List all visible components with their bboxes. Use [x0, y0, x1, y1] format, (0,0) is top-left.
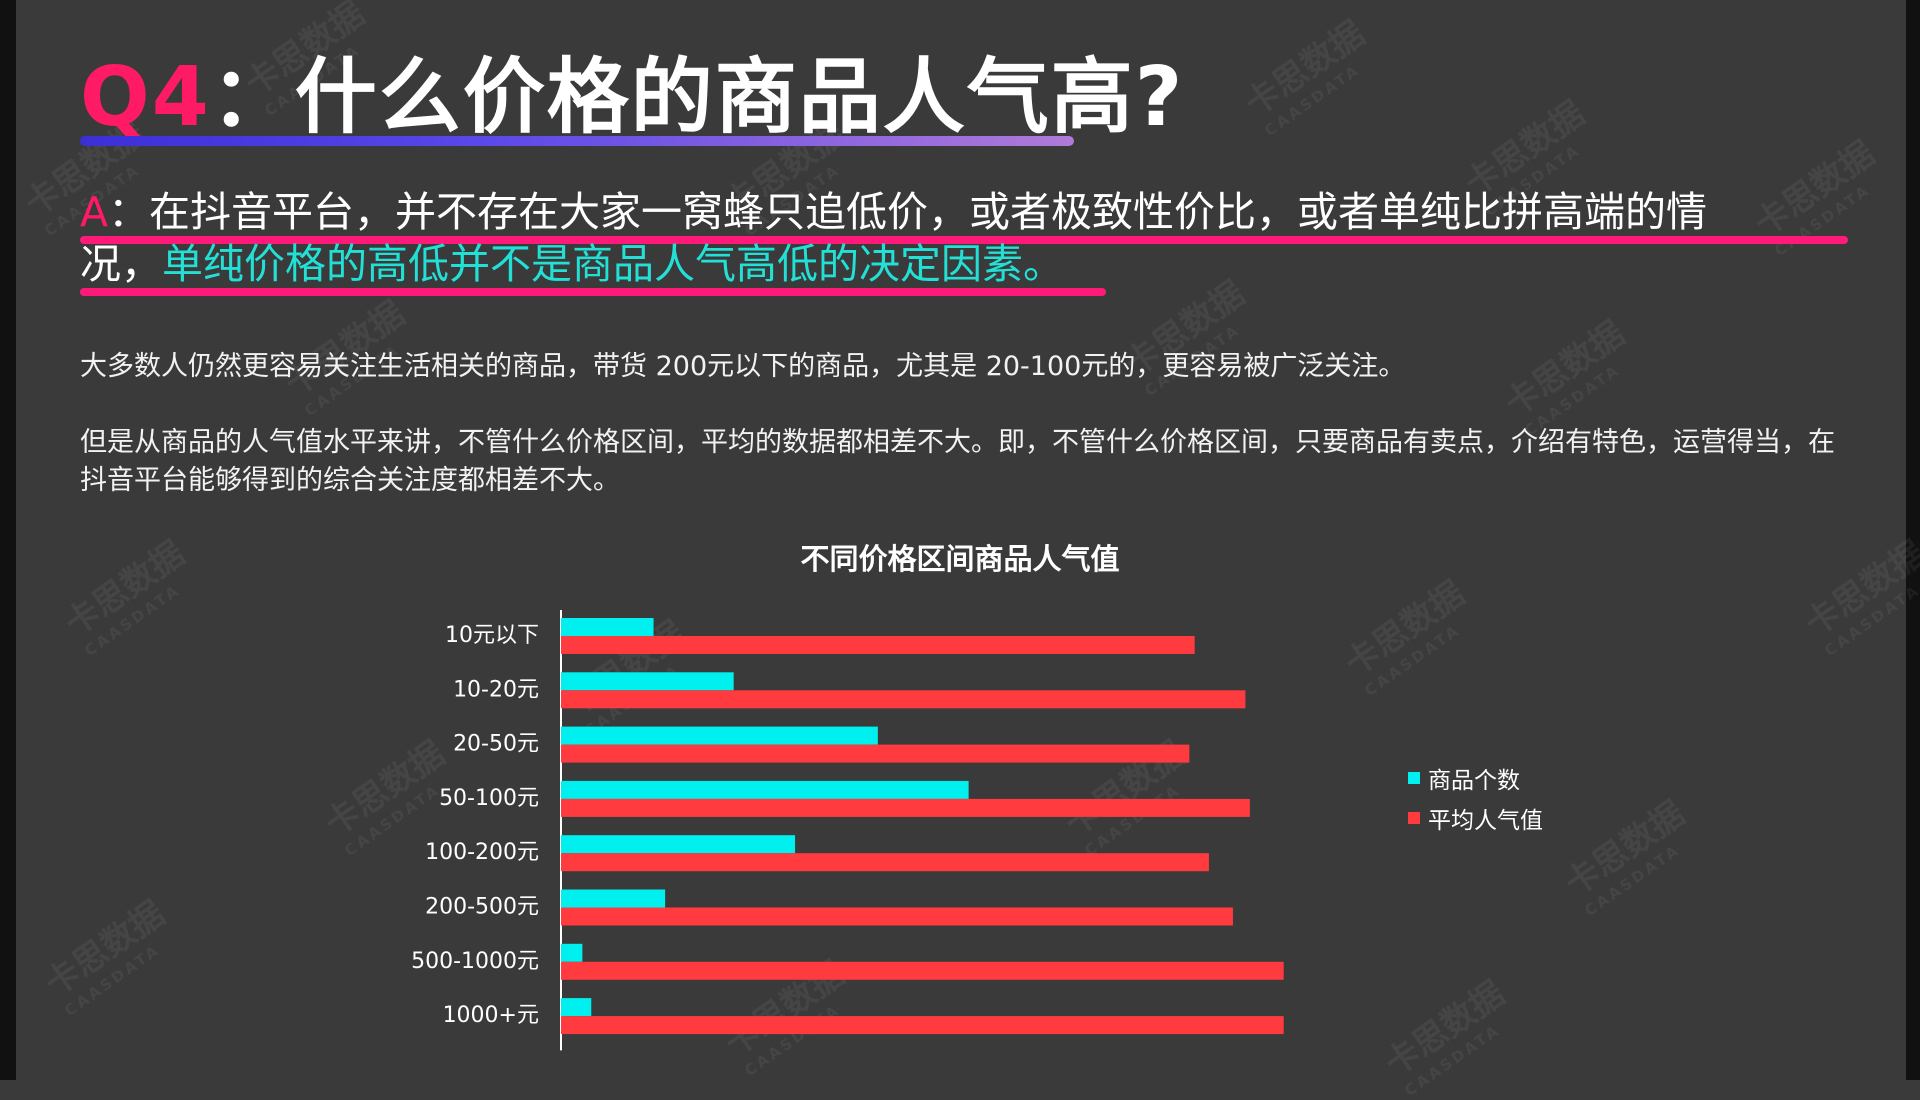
legend-label-popularity: 平均人气值	[1428, 808, 1543, 834]
bar-count	[561, 943, 583, 962]
paragraph-2: 但是从商品的人气值水平来讲，不管什么价格区间，平均的数据都相差不大。即，不管什么…	[80, 427, 1835, 496]
slide-title: Q4：什么价格的商品人气高?	[80, 48, 1184, 148]
category-label: 50-100元	[439, 786, 539, 811]
answer-line-2: 况，单纯价格的高低并不是商品人气高低的决定因素。	[80, 238, 1850, 290]
category-label: 1000+元	[443, 1003, 539, 1028]
legend-item-popularity: 平均人气值	[1408, 798, 1543, 838]
answer-line1-text: ：在抖音平台，并不存在大家一窝蜂只追低价，或者极致性价比，或者单纯比拼高端的情	[108, 188, 1708, 236]
legend-swatch-count	[1408, 772, 1420, 784]
bar-popularity	[561, 853, 1209, 872]
bar-popularity	[561, 636, 1195, 654]
category-label: 10元以下	[445, 623, 539, 648]
answer-line-1: A：在抖音平台，并不存在大家一窝蜂只追低价，或者极致性价比，或者单纯比拼高端的情	[80, 186, 1850, 238]
title-question: ：什么价格的商品人气高?	[210, 50, 1185, 145]
category-label: 500-1000元	[411, 949, 539, 974]
legend-item-count: 商品个数	[1408, 758, 1543, 798]
bar-count	[561, 835, 796, 854]
left-edge	[0, 0, 16, 1080]
answer-underline-2	[80, 288, 1106, 296]
title-underline	[80, 136, 1074, 146]
category-label: 10-20元	[453, 677, 539, 702]
answer-highlight: 单纯价格的高低并不是商品人气高低的决定因素。	[162, 240, 1064, 288]
bar-popularity	[561, 798, 1250, 817]
bar-count	[561, 780, 969, 799]
category-label: 200-500元	[425, 895, 539, 920]
category-label: 20-50元	[453, 732, 539, 757]
category-label: 100-200元	[425, 840, 539, 865]
legend-swatch-popularity	[1408, 812, 1420, 824]
bar-count	[561, 726, 878, 745]
bar-popularity	[561, 1016, 1284, 1035]
chart-legend: 商品个数 平均人气值	[1408, 758, 1543, 838]
bar-count	[561, 672, 734, 691]
slide	[16, 0, 1906, 1080]
bar-popularity	[561, 961, 1284, 980]
chart-title: 不同价格区间商品人气值	[800, 542, 1120, 576]
title-q: Q4	[80, 50, 211, 145]
answer-underline-1	[80, 236, 1848, 244]
bar-popularity	[561, 907, 1233, 926]
answer-text: A：在抖音平台，并不存在大家一窝蜂只追低价，或者极致性价比，或者单纯比拼高端的情…	[80, 186, 1850, 290]
bar-count	[561, 998, 592, 1017]
bar-popularity	[561, 690, 1246, 709]
answer-prefix: A	[80, 188, 109, 236]
bar-count	[561, 618, 654, 636]
bar-popularity	[561, 744, 1190, 763]
answer-line2-text: 况，	[80, 240, 162, 288]
paragraph-1: 大多数人仍然更容易关注生活相关的商品，带货 200元以下的商品，尤其是 20-1…	[80, 351, 1406, 382]
bar-count	[561, 889, 666, 908]
legend-label-count: 商品个数	[1428, 768, 1520, 794]
right-edge	[1906, 0, 1920, 1080]
